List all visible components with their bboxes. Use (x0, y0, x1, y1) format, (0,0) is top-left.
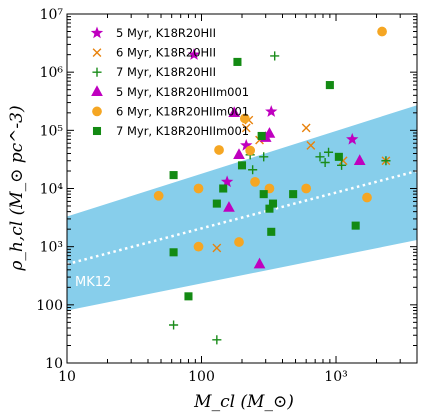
data-point (220, 175, 234, 188)
x-tick-label: 10 (58, 369, 76, 385)
series-3 (223, 106, 366, 269)
data-point (237, 161, 247, 170)
data-point (193, 183, 204, 194)
data-point (187, 48, 201, 60)
data-point (239, 113, 250, 124)
data-point (270, 51, 280, 61)
y-tick-label: 100 (36, 298, 63, 314)
legend-entry: 5 Myr, K18R20HIIm001 (91, 85, 249, 99)
data-point (259, 190, 268, 199)
data-point (169, 320, 179, 330)
data-point (334, 152, 343, 161)
data-point (315, 152, 325, 162)
legend-marker (92, 48, 102, 57)
data-point (153, 190, 164, 201)
y-tick-label: 10³ (40, 240, 63, 256)
data-point (228, 106, 241, 118)
legend-label: 5 Myr, K18R20HIIm001 (116, 85, 249, 99)
data-point (324, 147, 334, 157)
legend-marker (92, 126, 102, 136)
data-point (234, 237, 244, 247)
legend-entry: 7 Myr, K18R20HIIm001 (92, 124, 249, 138)
data-point (212, 199, 221, 208)
y-tick-label: 10⁷ (40, 7, 64, 23)
data-point (267, 227, 276, 236)
data-point (362, 192, 372, 203)
data-point (253, 257, 266, 269)
legend-label: 7 Myr, K18R20HII (116, 65, 216, 79)
legend-label: 7 Myr, K18R20HIIm001 (116, 124, 249, 138)
y-tick-label: 10⁴ (40, 182, 64, 198)
y-tick-label: 10⁵ (40, 123, 64, 139)
data-point (265, 204, 274, 213)
data-point (263, 127, 276, 138)
legend-marker (90, 26, 104, 39)
data-point (233, 148, 245, 160)
series-0 (187, 48, 359, 188)
data-point (259, 152, 269, 162)
data-point (250, 176, 260, 187)
data-point (351, 221, 360, 230)
x-tick-label: 10³ (324, 369, 347, 385)
data-point (257, 131, 266, 141)
data-point (306, 141, 316, 150)
legend-entry: 6 Myr, K18R20HIIm001 (92, 104, 249, 118)
data-point (240, 138, 253, 151)
data-point (223, 201, 235, 212)
data-point (337, 160, 347, 170)
legend-marker (92, 67, 102, 77)
legend-label: 6 Myr, K18R20HIIm001 (116, 104, 249, 118)
data-point (245, 145, 256, 156)
data-point (248, 165, 258, 175)
y-axis-label: ρ_h,cl (M_⊙ pc^-3) (7, 105, 27, 271)
data-point (212, 243, 222, 253)
data-point (353, 154, 366, 165)
data-point (265, 105, 278, 117)
band-label: MK12 (75, 275, 111, 290)
legend-entry: 5 Myr, K18R20HII (90, 26, 216, 40)
legend-marker (91, 85, 103, 97)
series-4 (153, 26, 387, 252)
legend-marker (92, 106, 102, 117)
data-point (219, 184, 228, 193)
band-fill (67, 105, 417, 311)
data-point (325, 81, 334, 90)
series-2 (169, 51, 391, 345)
data-point (193, 241, 204, 252)
data-point (184, 292, 193, 301)
legend-entry: 6 Myr, K18R20HII (92, 46, 216, 60)
legend: 5 Myr, K18R20HII 6 Myr, K18R20HII 7 Myr, K… (90, 26, 249, 138)
data-point (320, 157, 330, 168)
data-point (289, 190, 298, 199)
series-1 (212, 115, 391, 253)
x-tick-label: 100 (188, 369, 215, 385)
mk12-band (67, 105, 417, 311)
data-point (377, 26, 387, 37)
data-point (346, 132, 359, 145)
data-point (214, 145, 224, 155)
legend-entry: 7 Myr, K18R20HII (92, 65, 216, 79)
data-point (301, 123, 311, 133)
data-point (301, 183, 312, 194)
data-point (241, 123, 251, 133)
x-axis-label: M_cl (M_⊙) (193, 392, 294, 412)
data-point (169, 248, 178, 257)
series-5 (169, 57, 360, 301)
data-point (233, 57, 242, 66)
axis-ticks: 10 100 10³ 10 100 10³ 10⁴ 10⁵ 10⁶ 10⁷ (36, 7, 418, 385)
legend-label: 6 Myr, K18R20HII (116, 46, 216, 60)
data-point (169, 171, 178, 180)
data-point (212, 335, 222, 345)
legend-label: 5 Myr, K18R20HII (116, 26, 216, 40)
data-points (153, 26, 391, 345)
data-point (381, 156, 391, 166)
y-tick-label: 10⁶ (40, 65, 64, 81)
y-tick-label: 10 (45, 356, 63, 372)
data-point (268, 199, 278, 208)
band-center-line (67, 169, 417, 266)
